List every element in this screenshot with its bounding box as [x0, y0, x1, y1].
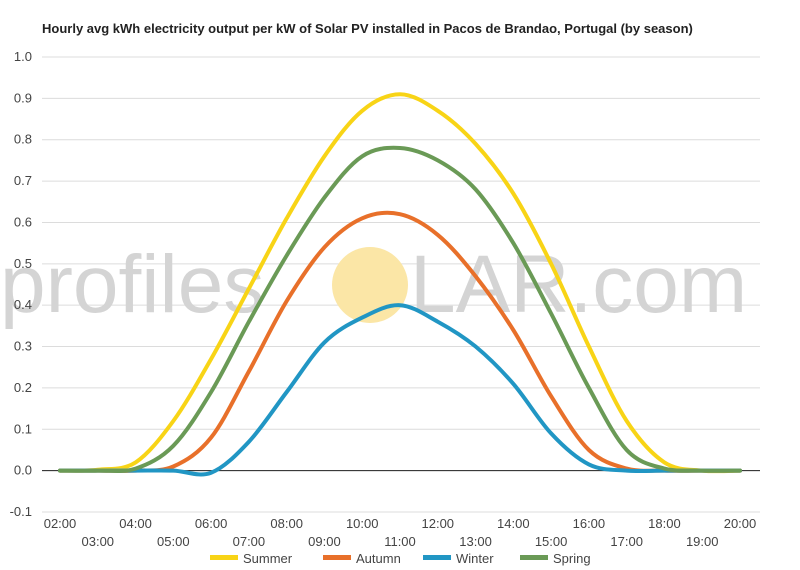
- x-tick-label: 15:00: [535, 534, 568, 549]
- watermark-text-right: LAR.com: [410, 239, 747, 330]
- legend-swatch-summer: [210, 555, 238, 560]
- y-tick-label: 0.3: [14, 339, 32, 354]
- series-line-winter: [58, 303, 742, 477]
- x-tick-label: 16:00: [573, 516, 606, 531]
- y-axis-ticks: -0.1 0.0 0.1 0.2 0.3 0.4 0.5 0.6 0.7 0.8 0.9 1.0: [10, 49, 32, 519]
- x-tick-label: 19:00: [686, 534, 719, 549]
- x-tick-label: 04:00: [119, 516, 152, 531]
- series-line-summer: [58, 92, 742, 474]
- x-tick-label: 10:00: [346, 516, 379, 531]
- y-tick-label: 0.7: [14, 173, 32, 188]
- x-tick-label: 02:00: [44, 516, 77, 531]
- y-tick-label: 0.9: [14, 90, 32, 105]
- series-layer: [58, 92, 742, 477]
- x-tick-label: 17:00: [610, 534, 643, 549]
- legend-swatch-winter: [423, 555, 451, 560]
- y-tick-label: 0.6: [14, 214, 32, 229]
- x-tick-label: 03:00: [82, 534, 115, 549]
- y-tick-label: 0.4: [14, 297, 32, 312]
- legend-label-summer: Summer: [243, 551, 293, 566]
- x-tick-label: 06:00: [195, 516, 228, 531]
- x-tick-label: 11:00: [384, 534, 416, 549]
- legend-label-winter: Winter: [456, 551, 494, 566]
- x-tick-label: 05:00: [157, 534, 190, 549]
- y-tick-label: -0.1: [10, 504, 32, 519]
- x-tick-label: 07:00: [233, 534, 266, 549]
- y-tick-label: 0.5: [14, 256, 32, 271]
- series-line-autumn: [58, 210, 742, 473]
- x-tick-label: 18:00: [648, 516, 681, 531]
- y-tick-label: 0.2: [14, 380, 32, 395]
- y-tick-label: 0.0: [14, 463, 32, 478]
- y-tick-label: 0.8: [14, 132, 32, 147]
- watermark-text-left: profiles: [0, 239, 264, 330]
- legend-label-autumn: Autumn: [356, 551, 401, 566]
- x-axis-ticks: 02:00 03:00 04:00 05:00 06:00 07:00 08:00 09:00…: [44, 516, 757, 549]
- x-tick-label: 20:00: [724, 516, 757, 531]
- chart-title: Hourly avg kWh electricity output per kW…: [42, 21, 693, 36]
- x-tick-label: 08:00: [270, 516, 303, 531]
- x-tick-label: 14:00: [497, 516, 530, 531]
- y-tick-label: 0.1: [14, 421, 32, 436]
- legend-swatch-spring: [520, 555, 548, 560]
- x-tick-label: 12:00: [422, 516, 455, 531]
- legend: Summer Autumn Winter Spring: [210, 551, 591, 566]
- legend-label-spring: Spring: [553, 551, 591, 566]
- x-tick-label: 09:00: [308, 534, 341, 549]
- watermark-sun-icon: [332, 247, 408, 323]
- y-tick-label: 1.0: [14, 49, 32, 64]
- legend-swatch-autumn: [323, 555, 351, 560]
- x-tick-label: 13:00: [459, 534, 492, 549]
- series-line-spring: [58, 145, 742, 474]
- watermark: profiles LAR.com: [0, 239, 747, 330]
